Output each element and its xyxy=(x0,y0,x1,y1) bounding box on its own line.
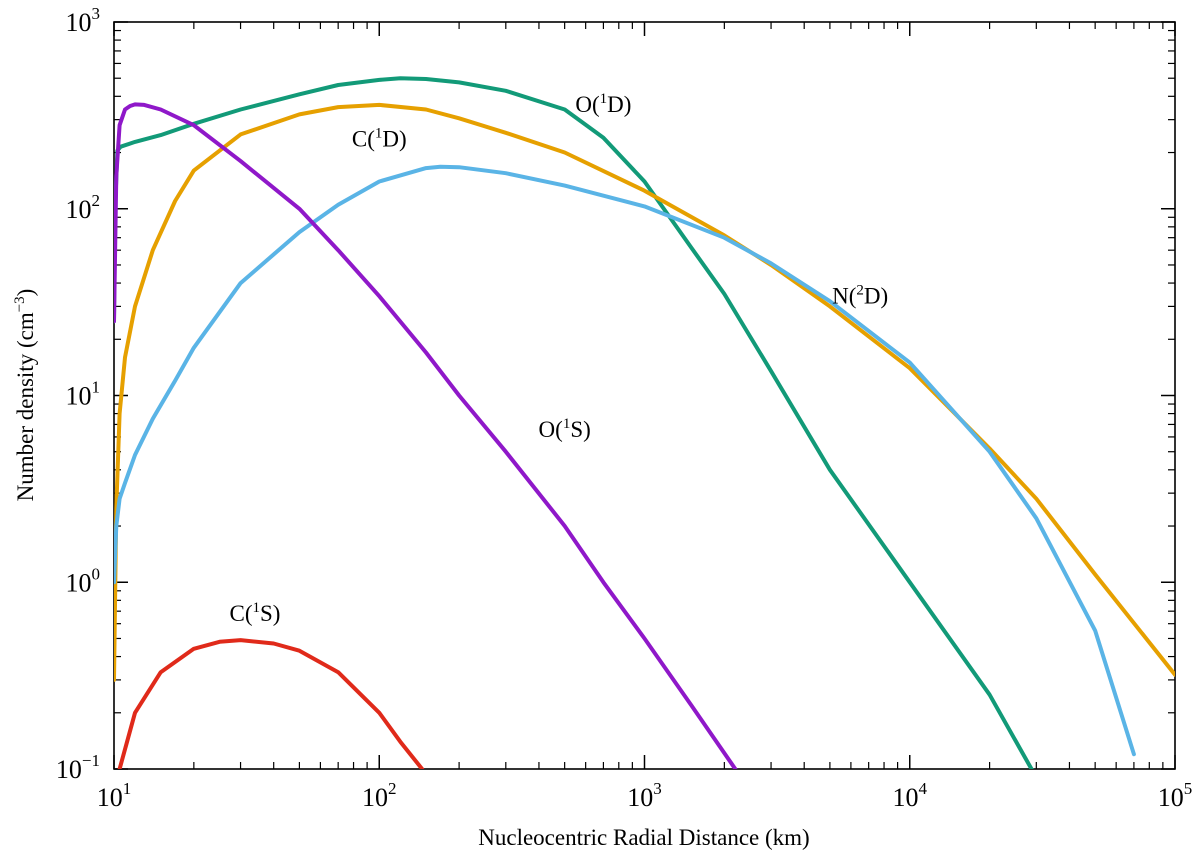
y-tick-label-exp: 1 xyxy=(92,378,101,397)
x-tick-label-exp: 2 xyxy=(388,779,397,798)
curve-label-sup: 1 xyxy=(600,91,608,107)
x-tick-label-base: 10 xyxy=(893,783,919,812)
y-axis-title-close: ) xyxy=(13,289,38,297)
x-tick-label-base: 10 xyxy=(362,783,388,812)
curve-label-term: D) xyxy=(607,92,631,117)
curve-label-n2d: N(2D) xyxy=(832,283,888,309)
y-tick-label-exp: 2 xyxy=(92,191,101,210)
curve-label-sup: 1 xyxy=(563,416,571,432)
curve-label-term: S) xyxy=(260,601,280,626)
curve-label-sup: 1 xyxy=(375,126,383,142)
x-tick-label-base: 10 xyxy=(1158,783,1184,812)
x-axis-title: Nucleocentric Radial Distance (km) xyxy=(478,825,809,850)
curve-label-species: C( xyxy=(229,601,252,626)
y-tick-label-base: 10 xyxy=(66,195,92,224)
y-tick-label-base: 10 xyxy=(56,755,82,784)
series-layer xyxy=(114,76,1175,769)
y-tick-label-base: 10 xyxy=(66,8,92,37)
y-tick-label-exp: 3 xyxy=(92,4,101,23)
series-line-c1d xyxy=(114,164,1136,757)
y-tick-label: 103 xyxy=(66,4,101,37)
curve-label-c1s: C(1S) xyxy=(229,600,280,626)
series-line-n2d xyxy=(114,102,1175,682)
x-tick-label-base: 10 xyxy=(627,783,653,812)
y-tick-label-exp: 0 xyxy=(92,564,101,583)
x-tick-label: 103 xyxy=(627,779,662,812)
curve-label-term: D) xyxy=(382,127,406,152)
x-tick-label: 104 xyxy=(893,779,928,812)
series-line-o1s xyxy=(114,102,738,769)
x-tick-label-base: 10 xyxy=(97,783,123,812)
y-tick-label: 101 xyxy=(66,378,101,411)
curve-label-o1s: O(1S) xyxy=(539,416,591,442)
x-tick-label-exp: 3 xyxy=(653,779,662,798)
series-line-o1d xyxy=(114,76,1034,769)
curve-label-term: D) xyxy=(864,284,888,309)
x-tick-label: 105 xyxy=(1158,779,1193,812)
x-tick-labels: 101 102 103 104 105 xyxy=(97,779,1193,812)
curve-label-species: N( xyxy=(832,284,856,309)
x-tick-label-exp: 1 xyxy=(123,779,132,798)
y-tick-label: 10−1 xyxy=(56,751,100,784)
curve-label-species: C( xyxy=(352,127,375,152)
curve-label-species: O( xyxy=(539,417,563,442)
y-axis-title-main: Number density (cm xyxy=(13,312,38,501)
y-axis-title-sup: −3 xyxy=(12,296,28,312)
plot-frame xyxy=(113,21,1176,770)
curve-label-species: O( xyxy=(575,92,599,117)
y-tick-label-base: 10 xyxy=(66,568,92,597)
y-tick-label: 102 xyxy=(66,191,101,224)
major-ticks xyxy=(113,21,1176,770)
curve-label-c1d: C(1D) xyxy=(352,126,407,152)
y-tick-label-exp: −1 xyxy=(82,751,100,770)
curve-label-sup: 2 xyxy=(856,283,864,299)
curve-labels: O(1D)N(2D)C(1D)O(1S)C(1S) xyxy=(229,91,888,626)
y-tick-label-base: 10 xyxy=(66,382,92,411)
minor-ticks xyxy=(114,22,1175,769)
curve-label-term: S) xyxy=(570,417,590,442)
series-line-c1s xyxy=(117,638,425,769)
x-tick-label-exp: 5 xyxy=(1184,779,1193,798)
y-tick-label: 100 xyxy=(66,564,101,597)
x-tick-label-exp: 4 xyxy=(919,779,928,798)
curve-label-o1d: O(1D) xyxy=(575,91,631,117)
x-tick-label: 102 xyxy=(362,779,397,812)
x-tick-label: 101 xyxy=(97,779,132,812)
y-axis-title: Number density (cm−3) xyxy=(12,289,38,502)
curve-label-sup: 1 xyxy=(252,600,260,616)
